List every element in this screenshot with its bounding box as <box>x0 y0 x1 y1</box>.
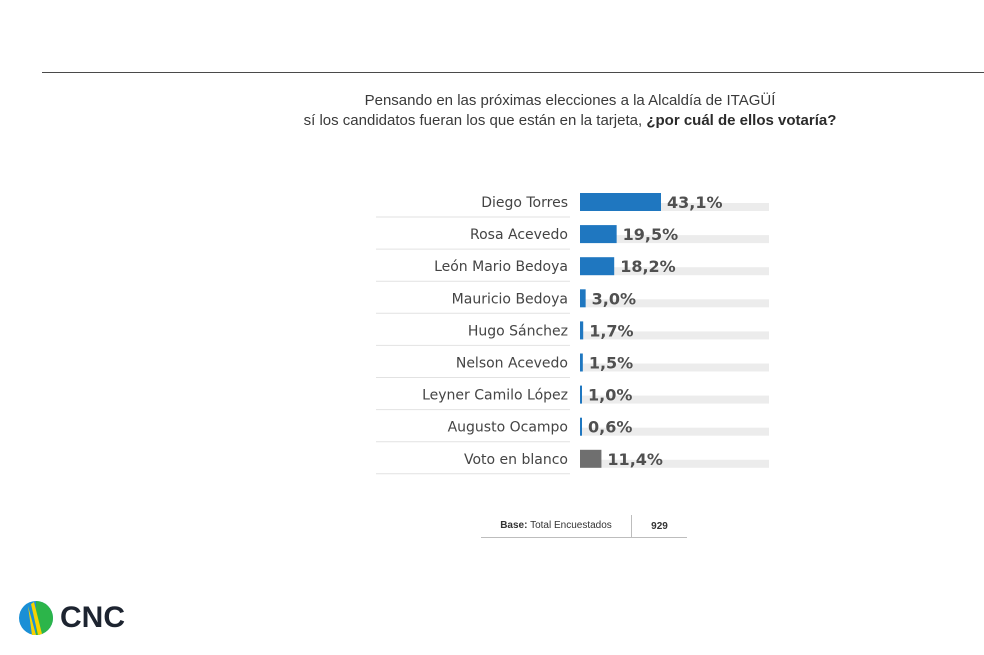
bar-5 <box>580 321 584 340</box>
value-label-8: 0,6% <box>588 418 632 437</box>
value-label-2: 19,5% <box>623 225 679 244</box>
base-description: Total Encuestados <box>530 520 612 531</box>
bar-2 <box>580 225 617 244</box>
value-label-1: 43,1% <box>667 193 723 212</box>
question-text: Pensando en las próximas elecciones a la… <box>240 91 900 131</box>
question-line-2: sí los candidatos fueran los que están e… <box>240 111 900 131</box>
bar-7 <box>580 385 582 404</box>
category-label-9: Voto en blanco <box>464 452 568 468</box>
bar-9 <box>580 449 602 468</box>
category-label-1: Diego Torres <box>481 195 568 211</box>
logo-text: CNC <box>60 601 125 634</box>
bar-track-6 <box>580 363 769 372</box>
base-label: Base: <box>500 520 528 531</box>
value-label-4: 3,0% <box>592 289 636 308</box>
bar-6 <box>580 353 583 372</box>
bar-track-1 <box>580 203 769 211</box>
base-text: Base: Total Encuestados <box>481 515 632 537</box>
category-label-4: Mauricio Bedoya <box>452 291 568 307</box>
value-label-7: 1,0% <box>588 386 632 405</box>
bar-track-4 <box>580 299 769 308</box>
value-label-5: 1,7% <box>589 321 633 340</box>
bar-track-3 <box>580 267 769 276</box>
bar-track-8 <box>580 427 769 436</box>
base-value: 929 <box>651 520 668 532</box>
category-label-6: Nelson Acevedo <box>456 356 568 372</box>
category-label-8: Augusto Ocampo <box>448 420 568 436</box>
value-label-9: 11,4% <box>607 450 663 469</box>
category-label-7: Leyner Camilo López <box>422 388 568 404</box>
bar-track-2 <box>580 235 769 244</box>
value-label-3: 18,2% <box>620 257 676 276</box>
bar-4 <box>580 289 586 308</box>
value-label-6: 1,5% <box>589 354 633 373</box>
cnc-logo-icon <box>19 601 53 635</box>
question-line-1: Pensando en las próximas elecciones a la… <box>364 92 776 109</box>
question-line-2-prefix: sí los candidatos fueran los que están e… <box>303 112 647 129</box>
bar-track-7 <box>580 395 769 404</box>
question-line-2-emphasis: ¿por cuál de ellos votaría? <box>646 112 837 129</box>
cnc-logo: CNC <box>18 600 125 636</box>
category-label-2: Rosa Acevedo <box>470 227 568 243</box>
bar-track-9 <box>580 459 769 468</box>
bar-3 <box>580 257 615 276</box>
bar-8 <box>580 417 582 436</box>
bar-1 <box>580 193 661 211</box>
base-info: Base: Total Encuestados 929 <box>481 515 687 538</box>
category-label-5: Hugo Sánchez <box>468 323 568 339</box>
category-label-3: León Mario Bedoya <box>434 259 568 275</box>
bar-track-5 <box>580 331 769 340</box>
top-divider <box>42 72 984 73</box>
